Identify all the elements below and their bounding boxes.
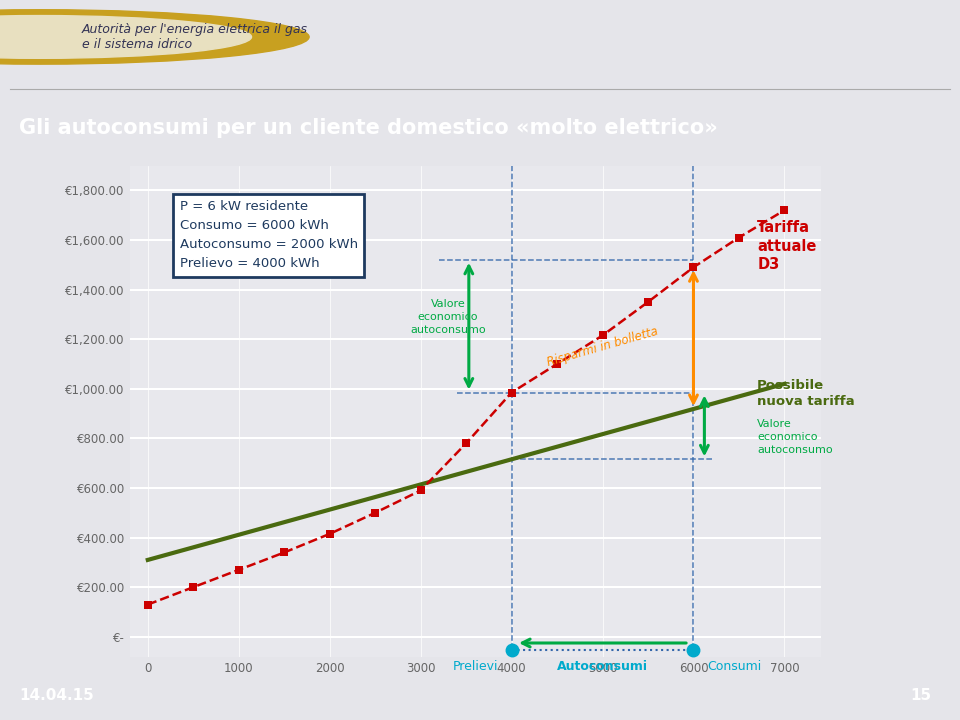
- Text: 14.04.15: 14.04.15: [19, 688, 94, 703]
- Text: Autoconsumi: Autoconsumi: [557, 660, 648, 673]
- Text: Gli autoconsumi per un cliente domestico «molto elettrico»: Gli autoconsumi per un cliente domestico…: [19, 118, 718, 138]
- Text: Prelievi: Prelievi: [452, 660, 498, 673]
- Text: Valore
economico
autoconsumo: Valore economico autoconsumo: [410, 299, 486, 335]
- Text: Risparmi in bolletta: Risparmi in bolletta: [545, 325, 660, 369]
- Text: Valore
economico
autoconsumo: Valore economico autoconsumo: [757, 418, 832, 455]
- Text: Consumi: Consumi: [708, 660, 761, 673]
- Text: P = 6 kW residente
Consumo = 6000 kWh
Autoconsumo = 2000 kWh
Prelievo = 4000 kWh: P = 6 kW residente Consumo = 6000 kWh Au…: [180, 200, 358, 270]
- Text: Autorità per l'energia elettrica il gas
e il sistema idrico: Autorità per l'energia elettrica il gas …: [82, 23, 307, 51]
- Circle shape: [0, 16, 252, 58]
- Text: Tariffa
attuale
D3: Tariffa attuale D3: [757, 220, 817, 272]
- Circle shape: [0, 9, 309, 64]
- Text: 15: 15: [910, 688, 931, 703]
- Text: Possibile
nuova tariffa: Possibile nuova tariffa: [757, 379, 854, 408]
